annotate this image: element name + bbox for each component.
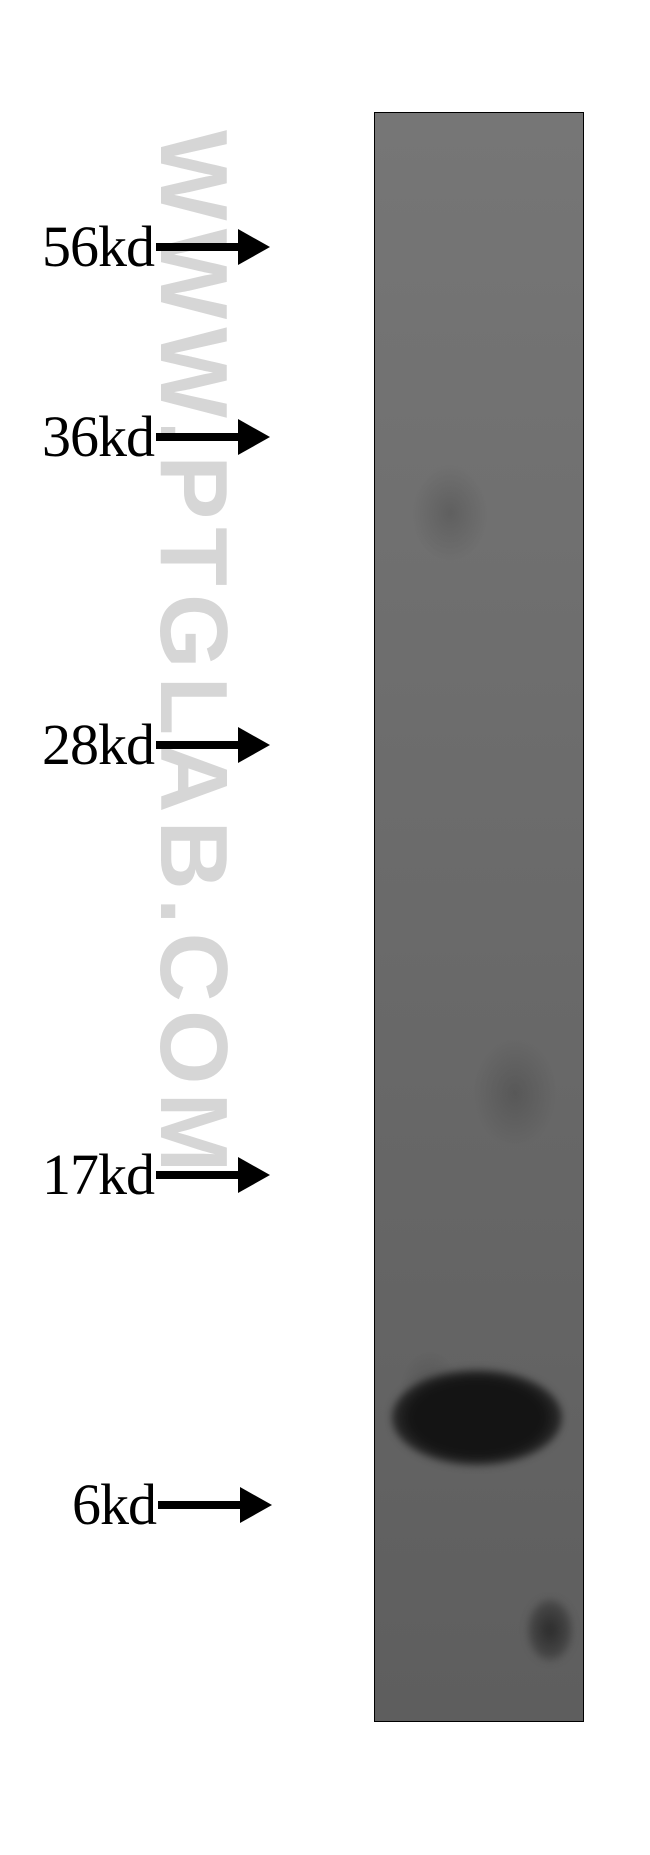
- arrow-head: [238, 727, 270, 763]
- marker-label: 6kd: [72, 1476, 156, 1534]
- marker-label: 28kd: [42, 716, 154, 774]
- lane-noise: [455, 1013, 575, 1173]
- arrow-head: [240, 1487, 272, 1523]
- marker-label: 17kd: [42, 1146, 154, 1204]
- arrow-right-icon: [156, 1157, 270, 1193]
- arrow-shaft: [158, 1501, 240, 1509]
- protein-band: [392, 1370, 562, 1465]
- lane-noise: [395, 443, 505, 583]
- arrow-right-icon: [158, 1487, 272, 1523]
- gel-lane: [374, 112, 584, 1722]
- marker-28kd: 28kd: [42, 716, 270, 774]
- watermark-text: WWW.PTGLAB.COM: [138, 130, 248, 1180]
- marker-17kd: 17kd: [42, 1146, 270, 1204]
- lane-artifact: [528, 1600, 572, 1660]
- arrow-right-icon: [156, 727, 270, 763]
- blot-canvas: WWW.PTGLAB.COM 56kd 36kd 28kd 17kd 6kd: [0, 0, 650, 1855]
- arrow-right-icon: [156, 229, 270, 265]
- marker-36kd: 36kd: [42, 408, 270, 466]
- marker-6kd: 6kd: [72, 1476, 272, 1534]
- marker-label: 56kd: [42, 218, 154, 276]
- marker-56kd: 56kd: [42, 218, 270, 276]
- arrow-head: [238, 419, 270, 455]
- arrow-shaft: [156, 243, 238, 251]
- arrow-shaft: [156, 741, 238, 749]
- marker-label: 36kd: [42, 408, 154, 466]
- arrow-shaft: [156, 433, 238, 441]
- arrow-head: [238, 1157, 270, 1193]
- arrow-shaft: [156, 1171, 238, 1179]
- arrow-right-icon: [156, 419, 270, 455]
- arrow-head: [238, 229, 270, 265]
